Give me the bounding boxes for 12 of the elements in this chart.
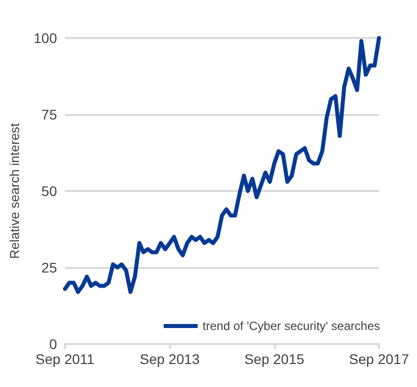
y-tick-label: 25 [41,260,58,276]
x-tick-label: Sep 2015 [244,351,304,367]
x-tick-label: Sep 2017 [349,351,410,367]
y-tick-label: 75 [41,106,58,122]
legend-label: trend of 'Cyber security' searches [202,319,380,333]
y-axis-title: Relative search interest [7,122,22,259]
y-tick-label: 50 [41,183,58,199]
y-tick-label: 100 [34,30,58,46]
y-tick-label: 0 [49,336,58,352]
x-tick-label: Sep 2013 [140,351,200,367]
line-series [63,36,381,294]
x-tick-label: Sep 2011 [36,351,95,367]
